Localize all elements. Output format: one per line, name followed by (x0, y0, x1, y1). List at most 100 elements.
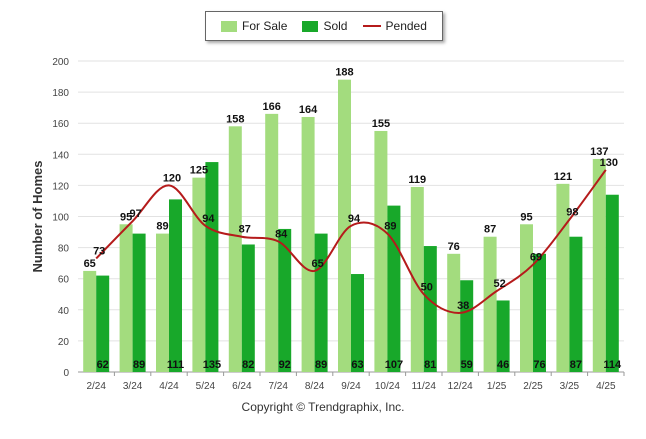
bar-sold (96, 275, 110, 372)
bar-sold (314, 233, 328, 372)
y-tick-label: 140 (52, 150, 69, 161)
for-sale-value-label: 188 (335, 67, 353, 79)
sold-value-label: 63 (351, 359, 363, 371)
copyright-footer: Copyright © Trendgraphix, Inc. (241, 400, 405, 414)
pended-value-label: 52 (493, 278, 505, 290)
x-tick-label: 4/25 (596, 381, 616, 392)
y-tick-label: 40 (58, 306, 70, 317)
bar-sold (169, 199, 182, 372)
bar-for-sale (192, 177, 206, 372)
sold-value-label: 107 (385, 359, 403, 371)
sold-value-label: 76 (533, 359, 545, 371)
legend-item-pended[interactable]: Pended (362, 19, 427, 33)
pended-value-label: 50 (421, 281, 433, 293)
bar-for-sale (265, 113, 279, 373)
y-tick-label: 100 (52, 213, 69, 224)
sold-value-label: 46 (497, 359, 509, 371)
bar-for-sale (592, 158, 606, 372)
pended-value-label: 94 (348, 213, 361, 225)
bar-for-sale (338, 79, 351, 372)
x-tick-label: 1/25 (487, 381, 507, 392)
x-tick-label: 2/24 (86, 381, 106, 392)
x-tick-label: 10/24 (375, 381, 400, 392)
x-tick-label: 12/24 (448, 381, 473, 392)
legend-item-for-sale[interactable]: For Sale (221, 19, 287, 33)
sold-value-label: 89 (133, 359, 145, 371)
sold-swatch (302, 20, 319, 32)
bar-sold (460, 280, 474, 372)
y-tick-label: 0 (63, 368, 69, 379)
sold-value-label: 62 (97, 359, 109, 371)
pended-swatch (362, 25, 381, 27)
y-tick-label: 20 (58, 337, 70, 348)
for-sale-value-label: 119 (408, 174, 426, 186)
sold-value-label: 111 (167, 359, 184, 371)
x-tick-label: 3/24 (123, 381, 143, 392)
legend-label-pended: Pended (385, 19, 427, 33)
sold-value-label: 81 (424, 359, 436, 371)
bar-sold (132, 233, 146, 372)
for-sale-value-label: 137 (590, 146, 608, 158)
x-tick-label: 11/24 (412, 381, 437, 392)
y-tick-label: 160 (52, 119, 69, 130)
bar-sold (278, 228, 292, 372)
bar-sold (533, 253, 546, 372)
pended-line (95, 169, 607, 314)
x-tick-label: 3/25 (560, 381, 580, 392)
sold-value-label: 92 (279, 359, 291, 371)
y-tick-label: 200 (52, 57, 69, 68)
legend-label-for-sale: For Sale (242, 19, 288, 33)
bar-for-sale (520, 224, 533, 372)
pended-value-label: 73 (93, 245, 105, 257)
x-tick-label: 2/25 (523, 381, 543, 392)
y-tick-label: 80 (58, 244, 70, 255)
pended-value-label: 84 (275, 228, 288, 240)
for-sale-value-label: 76 (448, 241, 460, 253)
sold-value-label: 87 (570, 359, 582, 371)
sold-value-label: 59 (461, 359, 473, 371)
bar-for-sale (156, 233, 169, 372)
bar-sold (423, 246, 437, 372)
pended-value-label: 69 (530, 252, 542, 264)
for-sale-value-label: 166 (263, 101, 281, 113)
bar-for-sale (483, 236, 497, 372)
pended-value-label: 38 (457, 300, 469, 312)
bar-for-sale (301, 116, 315, 372)
for-sale-value-label: 95 (520, 211, 532, 223)
bar-for-sale (228, 126, 242, 372)
legend-item-sold[interactable]: Sold (302, 19, 347, 33)
y-tick-label: 60 (58, 275, 70, 286)
for-sale-value-label: 65 (84, 258, 96, 270)
for-sale-value-label: 87 (484, 224, 496, 236)
for-sale-value-label: 164 (299, 104, 318, 116)
bar-sold (605, 194, 619, 372)
x-tick-label: 4/24 (159, 381, 179, 392)
bar-sold (241, 244, 255, 372)
y-tick-label: 180 (52, 88, 69, 99)
for-sale-value-label: 95 (120, 211, 132, 223)
bar-for-sale (83, 270, 97, 372)
bar-sold (205, 162, 219, 372)
for-sale-value-label: 89 (156, 221, 168, 233)
y-tick-label: 120 (52, 181, 69, 192)
pended-value-label: 65 (311, 258, 323, 270)
for-sale-value-label: 158 (226, 113, 244, 125)
pended-value-label: 94 (202, 213, 215, 225)
sold-value-label: 82 (242, 359, 254, 371)
pended-value-label: 98 (566, 207, 578, 219)
x-tick-label: 8/24 (305, 381, 325, 392)
pended-value-label: 87 (239, 224, 251, 236)
pended-value-label: 120 (163, 172, 181, 184)
for-sale-swatch (221, 20, 238, 32)
bar-for-sale (119, 224, 133, 372)
for-sale-value-label: 121 (554, 171, 572, 183)
bar-for-sale (374, 130, 388, 372)
for-sale-value-label: 155 (372, 118, 390, 130)
sold-value-label: 114 (603, 359, 622, 371)
legend: For Sale Sold Pended (205, 11, 443, 41)
y-axis-label: Number of Homes (30, 161, 45, 273)
pended-value-label: 89 (384, 221, 396, 233)
bar-sold (351, 274, 364, 372)
bar-sold (496, 300, 510, 372)
